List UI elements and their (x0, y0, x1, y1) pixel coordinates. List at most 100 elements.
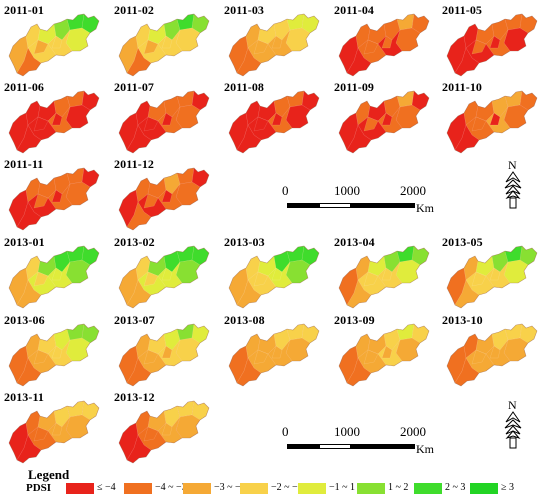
subregion-11 (381, 112, 393, 126)
subregion-9 (454, 279, 480, 308)
panel-label: 2013-10 (442, 313, 483, 327)
subregion-11 (271, 267, 283, 281)
legend-swatch (298, 483, 326, 494)
subregion-11 (51, 35, 63, 49)
subregion-9 (126, 201, 152, 230)
legend-label: ≥ 3 (501, 482, 514, 493)
map-panel-2011-02: 2011-02 (110, 2, 213, 77)
pdsi-map (338, 90, 430, 154)
subregion-4 (66, 246, 85, 263)
scale-unit: Km (416, 201, 434, 215)
map-panel-2013-09: 2013-09 (330, 312, 433, 387)
subregion-9 (236, 124, 262, 153)
pdsi-map (228, 13, 320, 77)
subregion-4 (176, 324, 195, 341)
subregion-10 (143, 271, 159, 287)
subregion-11 (51, 422, 63, 436)
subregion-10 (143, 426, 159, 442)
map-panel-2013-11: 2013-11 (0, 389, 103, 464)
subregion-10 (253, 271, 269, 287)
map-panel-2011-05: 2011-05 (438, 2, 541, 77)
map-panel-2011-01: 2011-01 (0, 2, 103, 77)
subregion-11 (489, 267, 501, 281)
subregion-4 (504, 91, 523, 108)
scale-segment-2 (319, 444, 351, 449)
panel-label: 2013-06 (4, 313, 45, 327)
subregion-5 (411, 246, 429, 266)
subregion-9 (126, 434, 152, 463)
legend-variable-label: PDSI (26, 482, 52, 494)
map-panel-2011-04: 2011-04 (330, 2, 433, 77)
subregion-4 (176, 401, 195, 418)
legend-label: −4 ~ −3 (155, 482, 187, 493)
pdsi-map (118, 400, 210, 464)
pdsi-map (8, 400, 100, 464)
region-outline (338, 90, 430, 154)
subregion-5 (301, 246, 319, 266)
map-panel-2013-10: 2013-10 (438, 312, 541, 387)
region-outline (338, 13, 430, 77)
legend-swatch (66, 483, 94, 494)
subregion-11 (51, 112, 63, 126)
pdsi-map (118, 245, 210, 309)
scale-unit: Km (416, 442, 434, 456)
map-panel-2011-06: 2011-06 (0, 79, 103, 154)
map-panel-2013-04: 2013-04 (330, 234, 433, 309)
subregion-10 (33, 271, 49, 287)
subregion-11 (51, 345, 63, 359)
pdsi-map (8, 167, 100, 231)
pdsi-map (338, 323, 430, 387)
region-outline (8, 400, 100, 464)
legend-swatch (414, 483, 442, 494)
region-outline (228, 245, 320, 309)
pdsi-map (8, 323, 100, 387)
subregion-9 (236, 279, 262, 308)
panel-label: 2011-01 (4, 3, 45, 17)
subregion-4 (504, 246, 523, 263)
subregion-11 (381, 35, 393, 49)
region-outline (8, 245, 100, 309)
region-outline (228, 90, 320, 154)
panel-label: 2013-08 (224, 313, 265, 327)
region-outline (338, 245, 430, 309)
subregion-10 (363, 349, 379, 365)
subregion-4 (176, 246, 195, 263)
subregion-9 (16, 47, 42, 76)
subregion-5 (519, 246, 537, 266)
map-panel-2011-12: 2011-12 (110, 156, 213, 231)
legend-label: ≤ −4 (97, 482, 116, 493)
subregion-10 (471, 116, 487, 132)
subregion-10 (143, 193, 159, 209)
subregion-10 (253, 39, 269, 55)
region-outline (118, 167, 210, 231)
map-panel-2013-03: 2013-03 (220, 234, 323, 309)
legend-swatch (183, 483, 211, 494)
subregion-11 (271, 345, 283, 359)
pdsi-map (446, 90, 538, 154)
panel-label: 2013-12 (114, 390, 155, 404)
region-outline (118, 90, 210, 154)
subregion-9 (16, 201, 42, 230)
subregion-9 (126, 124, 152, 153)
panel-label: 2011-07 (114, 80, 155, 94)
north-arrow-icon (504, 411, 522, 449)
panel-label: 2011-10 (442, 80, 483, 94)
panel-label: 2013-01 (4, 235, 45, 249)
subregion-4 (176, 91, 195, 108)
subregion-10 (253, 116, 269, 132)
map-panel-2013-06: 2013-06 (0, 312, 103, 387)
region-outline (8, 13, 100, 77)
subregion-4 (66, 168, 85, 185)
panel-label: 2011-05 (442, 3, 483, 17)
panel-label: 2011-02 (114, 3, 155, 17)
legend-label: −2 ~ −1 (271, 482, 303, 493)
region-outline (8, 167, 100, 231)
pdsi-map (228, 245, 320, 309)
map-panel-2011-11: 2011-11 (0, 156, 103, 231)
scale-tick-2000: 2000 (400, 183, 426, 198)
subregion-9 (16, 357, 42, 386)
subregion-11 (161, 112, 173, 126)
subregion-11 (161, 422, 173, 436)
subregion-10 (33, 116, 49, 132)
panel-label: 2013-07 (114, 313, 155, 327)
